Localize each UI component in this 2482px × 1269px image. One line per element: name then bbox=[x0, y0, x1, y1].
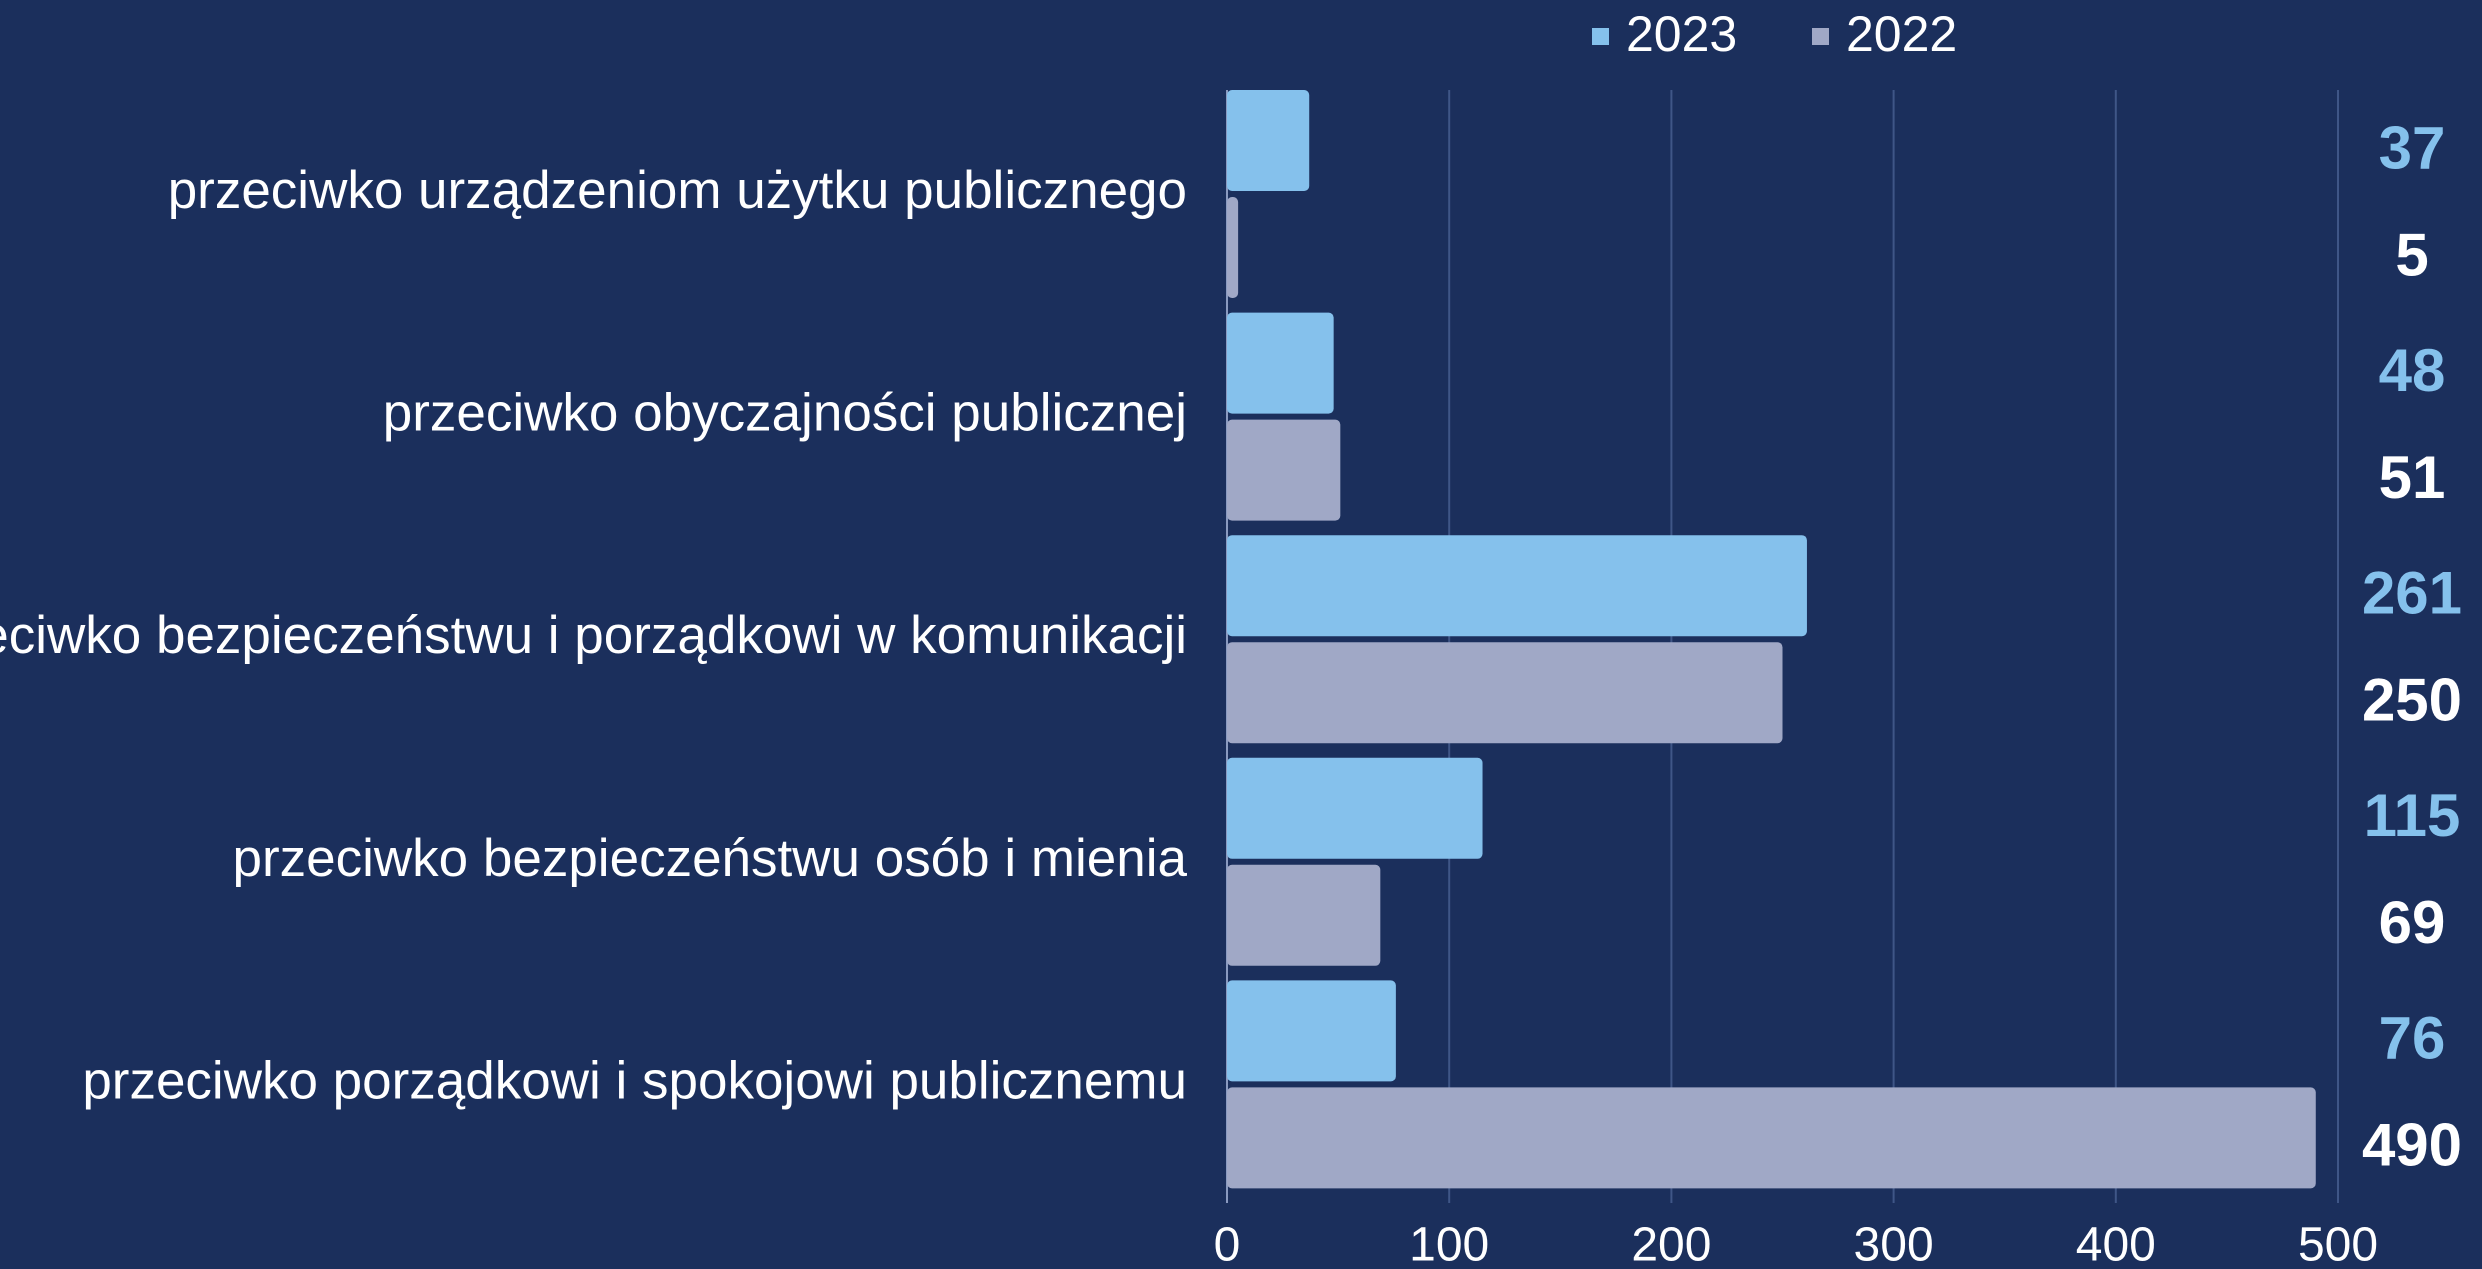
bar bbox=[1227, 197, 1239, 298]
legend-swatch bbox=[1812, 28, 1829, 45]
x-tick-label: 400 bbox=[2076, 1219, 2156, 1269]
data-label: 48 bbox=[2379, 337, 2446, 404]
bar bbox=[1227, 642, 1783, 744]
bar bbox=[1227, 757, 1483, 859]
bar bbox=[1227, 980, 1396, 1082]
legend-swatch bbox=[1592, 28, 1609, 45]
data-label: 490 bbox=[2362, 1112, 2462, 1179]
bar bbox=[1227, 419, 1341, 521]
bar bbox=[1227, 535, 1807, 637]
data-label: 51 bbox=[2379, 444, 2446, 511]
data-label: 5 bbox=[2395, 221, 2428, 288]
category-label: przeciwko bezpieczeństwu i porządkowi w … bbox=[0, 606, 1187, 665]
data-label: 261 bbox=[2362, 560, 2462, 627]
data-label: 37 bbox=[2379, 114, 2446, 181]
data-label: 69 bbox=[2379, 889, 2446, 956]
data-label: 115 bbox=[2364, 782, 2461, 849]
data-label: 76 bbox=[2379, 1005, 2446, 1072]
data-label: 250 bbox=[2362, 667, 2462, 734]
category-label: przeciwko porządkowi i spokojowi publicz… bbox=[82, 1051, 1187, 1110]
bar bbox=[1227, 312, 1334, 414]
category-label: przeciwko bezpieczeństwu osób i mienia bbox=[233, 829, 1188, 888]
category-label: przeciwko obyczajności publicznej bbox=[383, 384, 1187, 443]
x-tick-label: 300 bbox=[1854, 1219, 1934, 1269]
bar bbox=[1227, 1087, 2316, 1189]
legend-label: 2022 bbox=[1846, 6, 1957, 62]
x-tick-label: 200 bbox=[1631, 1219, 1711, 1269]
category-label: przeciwko urządzeniom użytku publicznego bbox=[168, 161, 1187, 220]
x-tick-label: 0 bbox=[1214, 1219, 1241, 1269]
legend-label: 2023 bbox=[1626, 6, 1737, 62]
x-tick-label: 100 bbox=[1409, 1219, 1489, 1269]
x-tick-label: 500 bbox=[2298, 1219, 2378, 1269]
bar bbox=[1227, 90, 1310, 191]
bar bbox=[1227, 864, 1381, 966]
